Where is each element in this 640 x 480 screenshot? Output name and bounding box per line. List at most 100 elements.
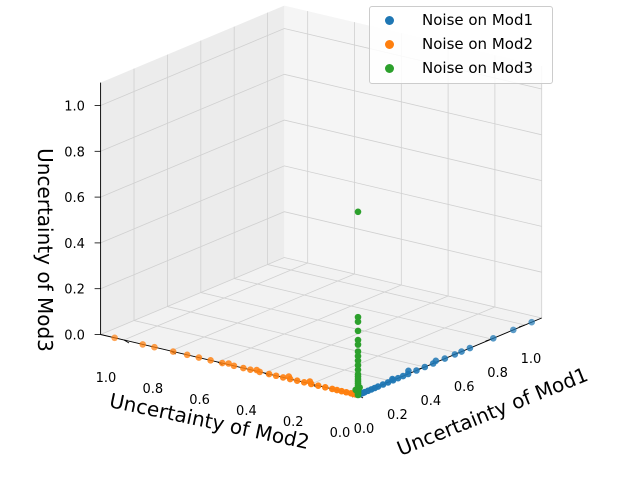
data-point-series-1: [404, 370, 412, 378]
x-tick-label: 0.8: [487, 366, 508, 381]
floor-pane: [100, 257, 542, 395]
y-tick-label: 0.8: [142, 382, 163, 397]
data-points: [111, 208, 535, 399]
data-point-series-2: [207, 357, 214, 364]
data-point-series-1: [441, 355, 449, 362]
z-gridline: [100, 119, 542, 198]
data-point-series-2: [279, 374, 287, 381]
data-point-series-3: [354, 336, 362, 344]
legend-marker-mod1: [385, 15, 394, 25]
x-gridline: [166, 54, 425, 368]
data-point-series-2: [321, 384, 329, 391]
data-point-series-3: [354, 352, 362, 360]
y-gridline: [123, 11, 309, 341]
x-tick-mark: [518, 324, 526, 328]
data-point-series-2: [139, 341, 147, 348]
y-tick-mark: [123, 339, 130, 344]
data-point-series-2: [314, 382, 322, 389]
data-point-series-1: [379, 381, 387, 388]
data-point-series-2: [230, 362, 238, 370]
data-point-series-2: [151, 343, 158, 351]
x-tick-label: 0.2: [387, 408, 408, 423]
y-tick-label: 0.2: [283, 415, 304, 430]
legend-label-mod3: Noise on Mod3: [422, 59, 534, 77]
z-axis-label: Uncertainty of Mod3: [33, 148, 57, 352]
data-point-series-2: [169, 348, 177, 355]
data-point-series-2: [286, 375, 294, 383]
x-tick-label: 1.0: [521, 352, 542, 367]
y-gridline: [170, 22, 355, 352]
data-point-series-2: [111, 334, 118, 342]
legend-item-mod2: Noise on Mod2: [370, 33, 533, 55]
data-point-series-2: [247, 366, 254, 374]
data-point-series-2: [307, 380, 315, 388]
z-tick-label: 0.8: [64, 145, 85, 160]
data-point-series-1: [451, 351, 459, 358]
data-point-series-3: [354, 348, 362, 355]
data-point-series-1: [458, 348, 465, 355]
data-point-series-1: [489, 335, 497, 342]
x-tick-label: 0.4: [420, 394, 441, 409]
data-point-series-2: [256, 368, 264, 376]
data-point-series-1: [389, 377, 397, 384]
x-tick-label: 0.0: [354, 422, 375, 437]
data-point-series-1: [466, 344, 474, 352]
legend-label-mod1: Noise on Mod1: [422, 11, 534, 29]
data-point-series-3: [354, 318, 362, 326]
data-point-series-1: [384, 379, 392, 386]
z-tick-label: 0.0: [64, 329, 85, 344]
data-point-series-1: [510, 326, 517, 334]
z-gridline: [100, 165, 542, 244]
data-point-series-3: [354, 357, 362, 364]
data-point-series-2: [218, 359, 226, 367]
data-point-series-2: [240, 364, 247, 372]
legend-marker-mod2: [385, 39, 394, 49]
x-gridline: [233, 26, 492, 340]
legend-label-mod2: Noise on Mod2: [422, 35, 534, 53]
data-point-series-3: [354, 327, 362, 335]
data-point-series-2: [265, 370, 273, 378]
z-tick-label: 0.4: [64, 237, 85, 252]
data-point-series-1: [421, 363, 429, 371]
legend-item-mod3: Noise on Mod3: [370, 57, 533, 79]
z-gridline: [100, 257, 542, 335]
data-point-series-3: [354, 361, 362, 369]
data-point-series-2: [300, 379, 308, 386]
data-point-series-2: [293, 377, 301, 385]
x-gridline: [200, 40, 459, 354]
legend-marker-mod3: [385, 63, 394, 73]
x-gridline: [133, 68, 392, 382]
z-tick-label: 0.2: [64, 283, 85, 298]
y-tick-label: 0.0: [330, 426, 351, 441]
data-point-series-3: [354, 366, 362, 374]
z-gridline: [100, 73, 542, 152]
z-tick-label: 1.0: [64, 100, 85, 115]
y-tick-label: 1.0: [96, 371, 117, 386]
data-point-series-2: [225, 360, 232, 367]
y-tick-label: 0.4: [236, 404, 257, 419]
data-point-series-3: [354, 341, 362, 348]
data-point-series-2: [272, 372, 280, 380]
x-tick-label: 0.6: [454, 380, 475, 395]
y-gridline: [217, 33, 402, 363]
z-tick-label: 0.6: [64, 191, 85, 206]
data-point-series-3: [354, 313, 362, 321]
y-gridline: [311, 55, 496, 385]
back-left-pane: [100, 5, 285, 335]
data-point-series-1: [399, 372, 407, 380]
data-point-series-1: [429, 360, 437, 367]
data-point-series-3: [354, 208, 362, 216]
data-point-series-2: [195, 354, 203, 361]
tick-labels: 0.0 0.2 0.4 0.6 0.8 1.0 0.0 0.2 0.4 0.6 0.8 1.0 0.0 0…: [64, 100, 541, 442]
legend-item-mod1: Noise on Mod1: [370, 9, 533, 31]
data-point-series-2: [183, 351, 191, 359]
data-point-series-3: [354, 391, 362, 399]
data-point-series-1: [528, 318, 535, 326]
data-point-series-1: [394, 374, 402, 382]
legend: Noise on Mod1 Noise on Mod2 Noise on Mod…: [369, 6, 553, 84]
data-point-series-1: [413, 367, 420, 374]
x-gridline: [267, 12, 526, 326]
y-gridline: [264, 44, 449, 374]
y-tick-label: 0.6: [189, 393, 210, 408]
